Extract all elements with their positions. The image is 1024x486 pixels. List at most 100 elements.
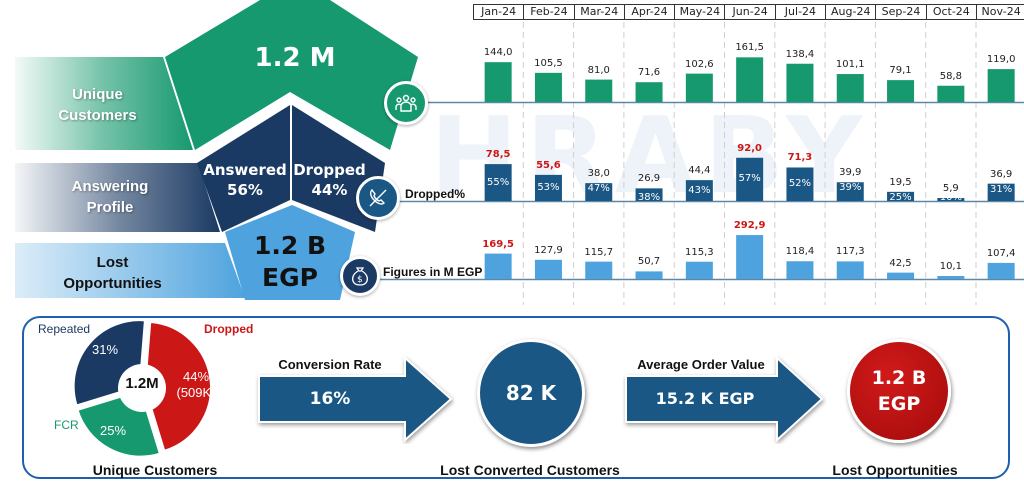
bar [987,183,1015,201]
unique-customers-band [15,57,193,150]
lost-opportunities-caption: Lost Opportunities [832,462,958,478]
phone-slash-icon [356,176,400,220]
month-header-cell: Aug-24 [825,4,876,20]
answering-profile-label: Answering Profile [71,178,149,216]
bar [534,72,562,102]
unique-customers-label: Unique Customers [58,86,137,124]
pie-legend-fcr: FCR [54,418,79,432]
month-header-cell: Feb-24 [523,4,574,20]
month-header: Jan-24 Feb-24 Mar-24 Apr-24 May-24 Jun-24 Jul-… [473,4,1024,20]
bar [685,261,713,279]
bar-value-label: 39,9 [839,167,862,179]
lost-opportunities-band [15,243,245,298]
bar-value-label: 144,0 [483,47,513,59]
lost-opportunities-label: Lost Opportunities [63,253,162,292]
month-header-cell: Mar-24 [573,4,624,20]
dropped-kpi: Dropped 44% [292,160,367,200]
bar-value-label: 42,5 [889,257,912,269]
lost-opportunities-circle-value: 1.2 B [871,367,927,389]
bar-value-label: 115,7 [584,246,614,258]
bar-percent-label: 31% [990,183,1013,195]
bar [585,261,613,279]
lost-opportunities-circle: 1.2 B EGP [847,339,951,443]
bar-value-label: 44,4 [688,165,711,177]
month-header-cell: Apr-24 [623,4,675,20]
bar-value-label: 138,4 [785,48,815,60]
bar [635,82,663,102]
bar-value-label: 38,0 [587,168,610,180]
bar-value-label: 71,3 [787,152,813,164]
unique-customers-pie [72,319,212,458]
bar-value-label: 292,9 [733,220,766,232]
bar-value-label: 36,9 [990,168,1013,180]
unique-customers-value: 1.2 M [254,43,336,73]
bar-value-label: 78,5 [485,149,511,161]
bar [736,235,764,279]
bar [736,157,764,201]
dropped-label: Dropped [293,161,366,179]
bar [937,276,965,279]
bar-value-label: 161,5 [735,42,764,54]
bar-percent-label: 25% [889,192,912,203]
average-order-value-arrow [625,355,824,443]
monthly-charts [380,22,1024,305]
svg-text:$: $ [357,275,363,285]
pie-center-hole [118,364,166,412]
money-bag-icon: $ [340,256,380,296]
bar-value-label: 105,5 [534,57,563,69]
bar-value-label: 115,3 [685,246,714,258]
bar [585,183,613,201]
pie-caption: Unique Customers [92,462,218,478]
dropped-value: 44% [311,181,348,199]
month-header-cell: Jun-24 [724,4,775,20]
bar-value-label: 118,4 [785,246,815,258]
bar [786,261,814,279]
bar-percent-label: 52% [788,178,812,190]
bar-value-label: 55,6 [536,159,561,171]
month-header-cell: May-24 [674,4,725,20]
bar [887,191,915,201]
bar-value-label: 169,5 [482,238,514,250]
lost-converted-value: 82 K [505,381,557,405]
bar-value-label: 26,9 [637,173,661,185]
bar [887,80,915,102]
bar [635,188,663,201]
bar [635,271,663,279]
bar [786,63,814,102]
bar [836,261,864,279]
bar [484,253,512,279]
bar-value-label: 92,0 [737,142,762,154]
bar [534,259,562,279]
bar-value-label: 119,0 [986,54,1016,66]
bar-value-label: 127,9 [534,244,563,256]
bar-percent-label: 39% [839,182,862,194]
bar-percent-label: 47% [587,183,610,195]
bar [685,73,713,102]
answered-value: 56% [227,181,263,199]
unique-customers-hex [165,0,418,150]
bar [836,182,864,201]
answering-profile-band [15,163,220,232]
bar [685,180,713,201]
answered-label: Answered [203,161,287,179]
bar-percent-label: 55% [487,176,510,188]
bar-value-label: 5,9 [942,183,959,194]
bar [937,198,965,201]
bar-value-label: 117,3 [835,246,865,258]
bar [585,79,613,102]
bar-value-label: 58,8 [939,70,962,82]
pie-label-repeated: 31% [92,342,119,357]
pie-legend-dropped: Dropped [204,322,254,336]
month-header-cell: Sep-24 [875,4,926,20]
bar-value-label: 81,0 [587,64,610,76]
bar [987,69,1015,102]
bar [836,74,864,102]
lost-opportunities-value: 1.2 B EGP [253,231,327,292]
average-order-value-title: Average Order Value [637,357,765,372]
bar-value-label: 102,6 [685,58,714,70]
conversion-rate-title: Conversion Rate [278,357,382,372]
month-header-cell: Nov-24 [975,4,1024,20]
pie-legend-repeated: Repeated [38,322,91,336]
bar [484,62,512,102]
lost-row-title: Figures in M EGP [383,265,483,279]
